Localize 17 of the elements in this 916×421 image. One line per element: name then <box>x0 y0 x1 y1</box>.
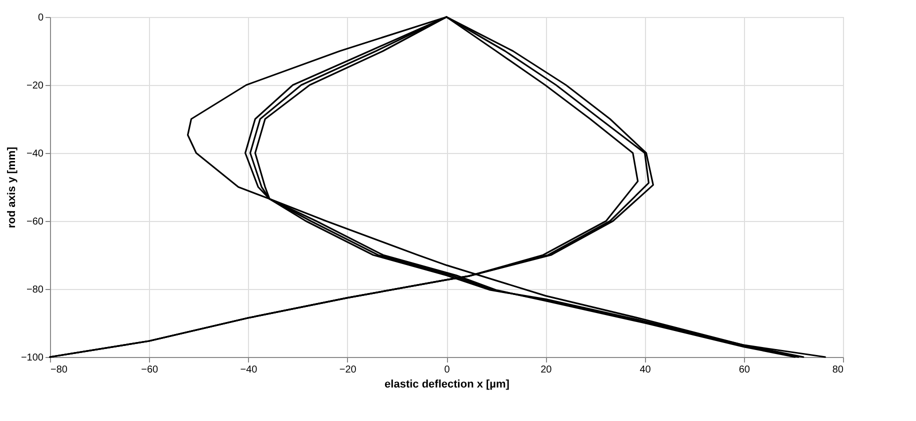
y-tick-label: −20 <box>26 80 44 92</box>
y-tick-label: −100 <box>20 352 44 364</box>
x-tick-label: 20 <box>540 364 552 376</box>
x-tick-label: 0 <box>444 364 450 376</box>
y-tick-label: −60 <box>26 216 44 228</box>
y-tick-label: −80 <box>26 284 44 296</box>
x-tick-label: −80 <box>50 364 68 376</box>
y-tick-label: −40 <box>26 148 44 160</box>
y-axis-title: rod axis y [mm] <box>6 146 18 228</box>
x-tick-label: 40 <box>640 364 652 376</box>
x-tick-label: −20 <box>339 364 357 376</box>
x-tick-label: 80 <box>832 364 844 376</box>
x-tick-label: −60 <box>141 364 159 376</box>
y-tick-label: 0 <box>38 12 44 24</box>
x-axis-title: elastic deflection x [µm] <box>384 378 510 390</box>
x-tick-label: 60 <box>738 364 750 376</box>
x-tick-label: −40 <box>240 364 258 376</box>
